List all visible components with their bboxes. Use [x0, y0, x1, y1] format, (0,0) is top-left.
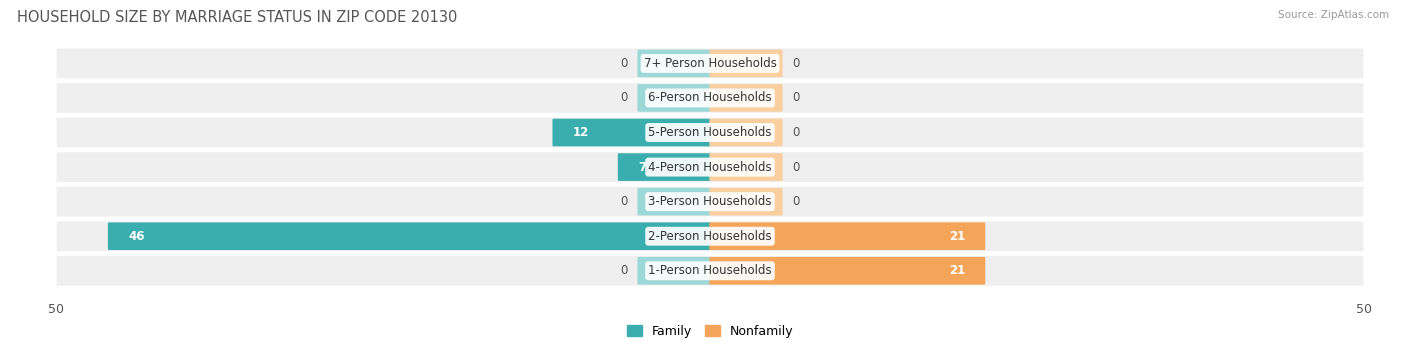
- FancyBboxPatch shape: [108, 222, 710, 250]
- FancyBboxPatch shape: [637, 257, 710, 285]
- Text: 4-Person Households: 4-Person Households: [648, 161, 772, 174]
- FancyBboxPatch shape: [710, 49, 783, 77]
- Text: 46: 46: [128, 230, 145, 243]
- FancyBboxPatch shape: [55, 254, 1365, 287]
- FancyBboxPatch shape: [710, 222, 986, 250]
- FancyBboxPatch shape: [617, 153, 710, 181]
- Text: 6-Person Households: 6-Person Households: [648, 91, 772, 104]
- Text: 2-Person Households: 2-Person Households: [648, 230, 772, 243]
- Text: 0: 0: [620, 91, 627, 104]
- FancyBboxPatch shape: [55, 220, 1365, 252]
- FancyBboxPatch shape: [55, 151, 1365, 183]
- FancyBboxPatch shape: [710, 257, 986, 285]
- Text: 1-Person Households: 1-Person Households: [648, 264, 772, 277]
- Legend: Family, Nonfamily: Family, Nonfamily: [621, 320, 799, 341]
- Text: 0: 0: [793, 57, 800, 70]
- FancyBboxPatch shape: [710, 119, 783, 146]
- Text: 3-Person Households: 3-Person Households: [648, 195, 772, 208]
- Text: 0: 0: [620, 57, 627, 70]
- Text: 0: 0: [620, 195, 627, 208]
- Text: 21: 21: [949, 264, 965, 277]
- Text: Source: ZipAtlas.com: Source: ZipAtlas.com: [1278, 10, 1389, 20]
- FancyBboxPatch shape: [553, 119, 710, 146]
- FancyBboxPatch shape: [710, 84, 783, 112]
- FancyBboxPatch shape: [637, 188, 710, 216]
- Text: 5-Person Households: 5-Person Households: [648, 126, 772, 139]
- Text: 12: 12: [572, 126, 589, 139]
- FancyBboxPatch shape: [55, 82, 1365, 114]
- Text: 7: 7: [638, 161, 647, 174]
- FancyBboxPatch shape: [55, 116, 1365, 149]
- Text: 0: 0: [793, 126, 800, 139]
- FancyBboxPatch shape: [710, 188, 783, 216]
- Text: 0: 0: [793, 161, 800, 174]
- FancyBboxPatch shape: [637, 84, 710, 112]
- FancyBboxPatch shape: [55, 186, 1365, 218]
- Text: HOUSEHOLD SIZE BY MARRIAGE STATUS IN ZIP CODE 20130: HOUSEHOLD SIZE BY MARRIAGE STATUS IN ZIP…: [17, 10, 457, 25]
- Text: 0: 0: [793, 195, 800, 208]
- Text: 0: 0: [620, 264, 627, 277]
- Text: 0: 0: [793, 91, 800, 104]
- Text: 21: 21: [949, 230, 965, 243]
- FancyBboxPatch shape: [637, 49, 710, 77]
- FancyBboxPatch shape: [710, 153, 783, 181]
- Text: 7+ Person Households: 7+ Person Households: [644, 57, 776, 70]
- FancyBboxPatch shape: [55, 47, 1365, 80]
